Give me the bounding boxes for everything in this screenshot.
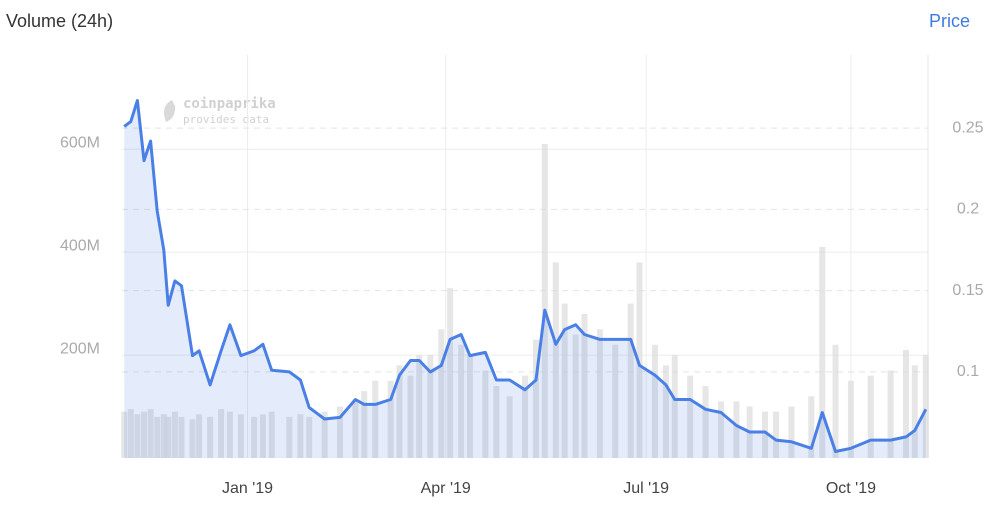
volume-bar: [651, 344, 658, 458]
volume-bar: [466, 355, 473, 458]
y-tick-label: 200M: [60, 340, 100, 357]
volume-bar: [819, 246, 826, 458]
volume-bar: [887, 370, 894, 458]
volume-bar: [671, 355, 678, 458]
volume-bar: [134, 414, 141, 458]
volume-bar: [506, 396, 513, 458]
volume-bar: [447, 288, 454, 458]
volume-bar: [561, 303, 568, 458]
volume-bar: [407, 375, 414, 458]
volume-bar: [237, 414, 244, 458]
volume-bar: [762, 411, 769, 458]
watermark-icon: [164, 100, 176, 122]
volume-bar: [902, 349, 909, 458]
volume-bar: [581, 313, 588, 458]
volume-bar: [733, 401, 740, 458]
volume-bar: [147, 409, 154, 458]
volume-bar: [196, 414, 203, 458]
volume-bar: [121, 411, 128, 458]
volume-bar: [612, 344, 619, 458]
volume-bar: [171, 411, 178, 458]
price-link[interactable]: Price: [929, 11, 970, 31]
volume-bar: [337, 406, 344, 458]
volume-bar: [482, 370, 489, 458]
volume-label: Volume (24h): [6, 11, 113, 31]
x-tick-label: Jul '19: [623, 480, 669, 497]
volume-bar: [847, 380, 854, 458]
volume-bar: [160, 414, 167, 458]
volume-bar: [259, 414, 266, 458]
x-tick-label: Apr '19: [421, 480, 471, 497]
volume-bar: [596, 329, 603, 458]
volume-bar: [788, 406, 795, 458]
y2-tick-label: 0.2: [957, 201, 979, 218]
watermark-brand: coinpaprika: [183, 96, 276, 112]
x-tick-label: Jan '19: [222, 480, 273, 497]
watermark-note: provides data: [183, 113, 269, 126]
volume-bar: [438, 329, 445, 458]
volume-bar: [189, 419, 196, 458]
volume-bar: [297, 414, 304, 458]
volume-bar: [387, 380, 394, 458]
price-area: [124, 100, 926, 458]
y2-tick-label: 0.25: [952, 119, 983, 136]
volume-bar: [522, 375, 528, 458]
volume-bar: [717, 401, 724, 458]
volume-bar: [662, 365, 669, 458]
volume-bar: [427, 355, 434, 458]
volume-bar: [493, 385, 500, 458]
volume-bar: [533, 339, 540, 458]
volume-bar: [352, 401, 359, 458]
volume-bar: [702, 385, 709, 458]
volume-bar: [627, 303, 634, 458]
volume-bar: [396, 365, 403, 458]
volume-bar: [773, 411, 780, 458]
volume-bar: [268, 411, 275, 458]
volume-bar: [416, 355, 423, 458]
volume-bar: [141, 411, 148, 458]
volume-bar: [636, 262, 643, 458]
volume-bar: [178, 416, 185, 458]
y-tick-label: 600M: [60, 134, 100, 151]
volume-bar: [218, 409, 225, 458]
volume-bar: [372, 380, 379, 458]
volume-bar: [832, 344, 839, 458]
volume-bar: [286, 416, 293, 458]
y-tick-label: 400M: [60, 237, 100, 254]
volume-bar: [911, 365, 918, 458]
volume-bar: [552, 262, 559, 458]
volume-bar: [458, 344, 465, 458]
volume-bar: [165, 416, 172, 458]
volume-bar: [127, 409, 134, 458]
volume-bar: [154, 416, 161, 458]
volume-bar: [572, 334, 579, 458]
volume-bar: [541, 144, 548, 458]
y2-tick-label: 0.1: [957, 363, 979, 380]
volume-bar: [321, 411, 328, 458]
price-line: [123, 99, 928, 453]
watermark: coinpaprika provides data: [164, 96, 276, 126]
volume-bar: [808, 396, 815, 458]
volume-bar: [922, 355, 929, 458]
volume-bar: [687, 375, 694, 458]
volume-bar: [867, 375, 874, 458]
volume-bar: [207, 416, 214, 458]
volume-bar: [306, 416, 313, 458]
volume-bar: [251, 416, 258, 458]
x-tick-label: Oct '19: [826, 480, 876, 497]
volume-bar: [226, 411, 233, 458]
grid: [122, 55, 928, 458]
volume-bar: [361, 391, 368, 458]
y2-tick-label: 0.15: [952, 282, 983, 299]
